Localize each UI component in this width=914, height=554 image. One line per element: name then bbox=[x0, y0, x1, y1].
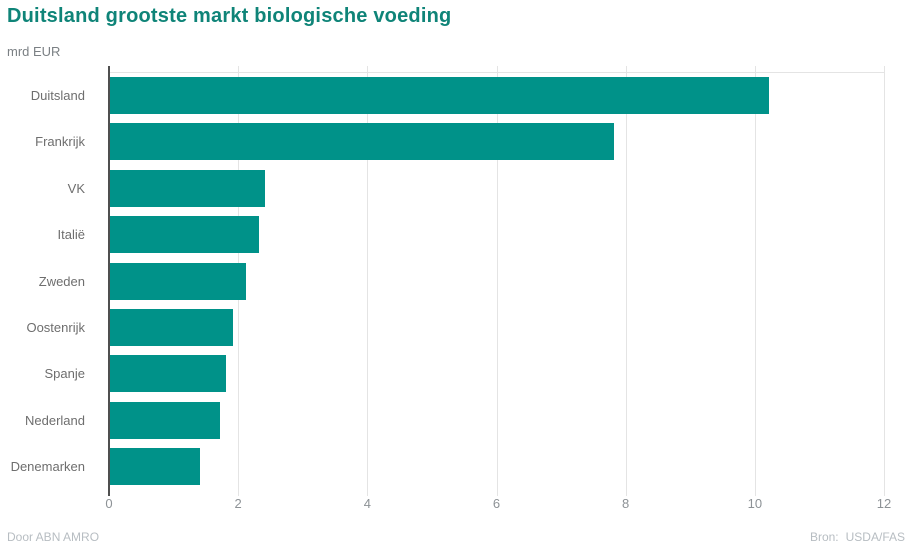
x-tick-label: 10 bbox=[747, 496, 763, 511]
bar-row bbox=[109, 401, 884, 439]
bar-oostenrijk[interactable] bbox=[110, 308, 233, 346]
source-label: Bron: bbox=[809, 530, 839, 544]
y-axis-label-vk: VK bbox=[67, 180, 85, 196]
bar-italië[interactable] bbox=[110, 216, 259, 254]
x-gridline bbox=[496, 66, 498, 496]
y-axis-label-frankrijk: Frankrijk bbox=[35, 134, 85, 150]
bar-denemarken[interactable] bbox=[110, 448, 201, 486]
x-tick-label: 2 bbox=[234, 496, 242, 511]
bar-zweden[interactable] bbox=[110, 262, 246, 300]
bar-row bbox=[109, 123, 884, 161]
bar-row bbox=[109, 262, 884, 300]
x-tick-label: 4 bbox=[363, 496, 371, 511]
x-gridline bbox=[367, 66, 369, 496]
x-tick-label: 12 bbox=[876, 496, 892, 511]
bar-row bbox=[109, 169, 884, 207]
x-gridline bbox=[754, 66, 756, 496]
x-tick-label: 8 bbox=[622, 496, 630, 511]
x-gridline bbox=[625, 66, 627, 496]
bar-row bbox=[109, 355, 884, 393]
y-axis-label-nederland: Nederland bbox=[25, 412, 85, 428]
y-axis-label-zweden: Zweden bbox=[38, 273, 85, 289]
plot-area bbox=[108, 66, 885, 496]
x-axis-zero-line bbox=[108, 66, 110, 496]
y-axis-label-denemarken: Denemarken bbox=[10, 459, 85, 475]
source-value: USDA/FAS bbox=[845, 530, 905, 544]
bar-frankrijk[interactable] bbox=[110, 123, 614, 161]
footer-credit: Door ABN AMRO bbox=[7, 530, 100, 544]
y-axis-label-oostenrijk: Oostenrijk bbox=[26, 319, 85, 335]
footer-source: Bron: USDA/FAS bbox=[810, 530, 905, 544]
bar-row bbox=[109, 76, 884, 114]
bar-vk[interactable] bbox=[110, 169, 265, 207]
bar-row bbox=[109, 216, 884, 254]
bar-spanje[interactable] bbox=[110, 355, 227, 393]
y-axis-label-duitsland: Duitsland bbox=[30, 87, 85, 103]
chart-title: Duitsland grootste markt biologische voe… bbox=[7, 5, 452, 27]
chart-subtitle: mrd EUR bbox=[7, 44, 61, 59]
bar-nederland[interactable] bbox=[110, 401, 220, 439]
x-tick-label: 6 bbox=[492, 496, 501, 511]
bar-row bbox=[109, 448, 884, 486]
bar-row bbox=[109, 308, 884, 346]
y-axis-label-spanje: Spanje bbox=[44, 366, 85, 382]
x-gridline bbox=[884, 66, 885, 496]
x-tick-label: 0 bbox=[105, 496, 113, 511]
bar-duitsland[interactable] bbox=[110, 76, 769, 114]
y-axis-label-italië: Italië bbox=[57, 227, 85, 243]
